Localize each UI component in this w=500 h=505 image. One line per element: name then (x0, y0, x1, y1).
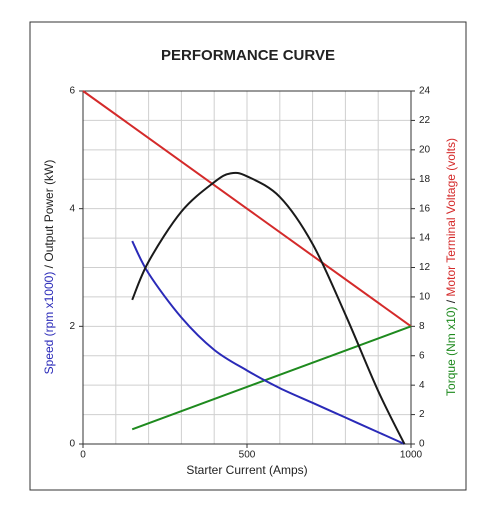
y2-tick-label: 14 (419, 233, 431, 244)
y-tick-label: 4 (69, 203, 75, 214)
y-axis-title: Speed (rpm x1000) / Output Power (kW) (42, 160, 56, 375)
x-tick-label: 500 (239, 450, 256, 461)
series-line (131, 171, 406, 445)
x-axis-title: Starter Current (Amps) (186, 463, 307, 477)
axis-title-part: Torque (Nm x10) (444, 307, 458, 396)
y2-axis-title: Torque (Nm x10) / Motor Terminal Voltage… (444, 138, 458, 396)
axis-title-part: Motor Terminal Voltage (volts) (444, 138, 458, 297)
y2-tick-label: 6 (419, 350, 425, 361)
chart-title: PERFORMANCE CURVE (161, 47, 335, 64)
series-line (82, 90, 412, 328)
axis-title-part: Output Power (kW) (42, 160, 56, 262)
y2-tick-label: 0 (419, 439, 425, 450)
y2-tick-label: 8 (419, 321, 425, 332)
y-tick-label: 0 (69, 439, 75, 450)
x-tick-label: 1000 (400, 450, 423, 461)
y-tick-label: 2 (69, 321, 75, 332)
series-line (131, 240, 405, 445)
y2-tick-label: 2 (419, 409, 425, 420)
y2-tick-label: 16 (419, 203, 431, 214)
y2-tick-label: 12 (419, 262, 431, 273)
y2-tick-label: 24 (419, 86, 431, 97)
y2-tick-label: 22 (419, 115, 431, 126)
y2-tick-label: 10 (419, 292, 431, 303)
y-tick-label: 6 (69, 86, 75, 97)
y2-tick-label: 4 (419, 380, 425, 391)
y2-tick-label: 20 (419, 144, 431, 155)
axis-title-part: / (42, 262, 56, 272)
chart-frame (29, 21, 467, 491)
axis-title-part: Speed (rpm x1000) (42, 272, 56, 375)
y2-tick-label: 18 (419, 174, 431, 185)
series-line (131, 325, 412, 431)
axis-title-part: / (444, 297, 458, 307)
x-tick-label: 0 (80, 450, 86, 461)
